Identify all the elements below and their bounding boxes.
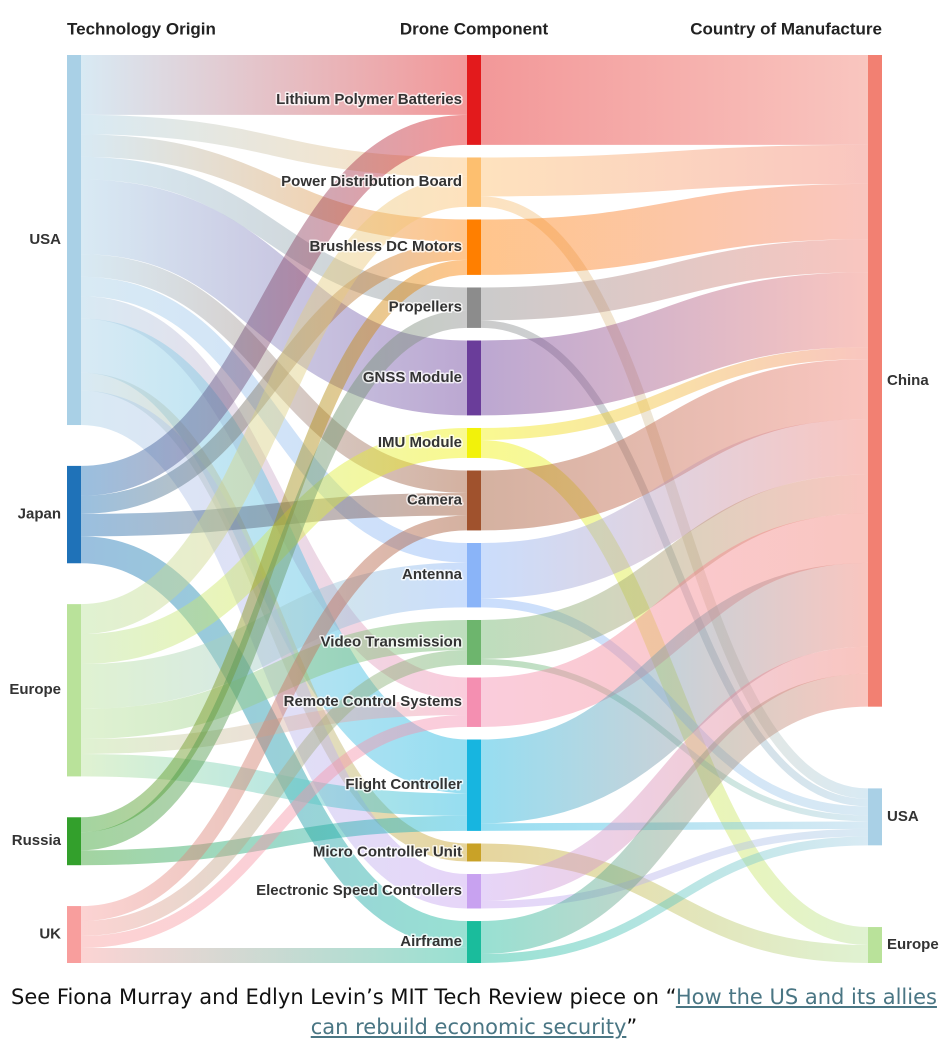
link-electronic-speed-controllers-to-usa <box>480 828 869 909</box>
component-node-imu-module <box>467 427 481 458</box>
link-uk-to-camera <box>80 515 468 922</box>
link-japan-to-camera <box>80 492 468 537</box>
link-power-distribution-board-to-china <box>480 144 869 197</box>
link-brushless-dc-motors-to-china <box>480 183 869 275</box>
link-electronic-speed-controllers-to-china <box>480 646 869 901</box>
link-europe-to-antenna <box>80 562 468 709</box>
component-label-micro-controller-unit: Micro Controller Unit <box>313 843 462 860</box>
link-russia-to-propellers <box>80 309 468 851</box>
origin-node-usa <box>67 55 81 426</box>
link-uk-to-video-transmission <box>80 649 468 937</box>
link-japan-to-lithium-polymer-batteries <box>80 114 468 496</box>
link-imu-module-to-china <box>480 347 869 440</box>
origin-label-uk: UK <box>39 926 61 943</box>
origin-component-links <box>79 55 469 963</box>
sankey-diagram: USA Japan Europe Russia UK Lithium Polymer Ba… <box>9 19 939 964</box>
component-node-power-distribution-board <box>467 157 481 207</box>
component-node-airframe <box>467 921 481 963</box>
component-node-micro-controller-unit <box>467 843 481 862</box>
origin-label-russia: Russia <box>12 832 62 849</box>
link-airframe-to-china <box>480 673 869 955</box>
component-destination-links <box>479 55 870 964</box>
component-label-camera: Camera <box>407 491 463 508</box>
component-label-power-distribution-board: Power Distribution Board <box>281 173 462 190</box>
destination-node-china <box>868 55 882 707</box>
column-title-technology-origin: Technology Origin <box>67 19 216 38</box>
sankey-svg: USA Japan Europe Russia UK Lithium Polymer Ba… <box>9 19 939 964</box>
destination-label-europe: Europe <box>887 936 939 953</box>
component-node-remote-control-systems <box>467 677 481 727</box>
component-label-electronic-speed-controllers: Electronic Speed Controllers <box>256 882 462 899</box>
nodes <box>67 55 882 963</box>
article-link[interactable]: How the US and its allies can rebuild ec… <box>310 985 937 1039</box>
column-title-drone-component: Drone Component <box>400 19 549 38</box>
component-label-remote-control-systems: Remote Control Systems <box>284 693 462 710</box>
link-antenna-to-china <box>480 419 869 599</box>
component-node-flight-controller <box>467 739 481 831</box>
labels: USA Japan Europe Russia UK Lithium Polymer Ba… <box>9 19 938 953</box>
link-uk-to-remote-control-systems <box>80 714 468 949</box>
component-node-camera <box>467 470 481 531</box>
link-propellers-to-china <box>480 239 869 321</box>
component-node-gnss-module <box>467 340 481 416</box>
link-camera-to-china <box>480 359 869 531</box>
component-node-electronic-speed-controllers <box>467 874 481 909</box>
component-node-lithium-polymer-batteries <box>467 55 481 145</box>
component-label-antenna: Antenna <box>402 566 463 583</box>
component-label-imu-module: IMU Module <box>378 434 462 451</box>
component-node-video-transmission <box>467 619 481 665</box>
origin-label-europe: Europe <box>9 681 61 698</box>
link-remote-control-systems-to-china <box>480 513 869 727</box>
origin-node-uk <box>67 906 81 963</box>
column-title-country-of-manufacture: Country of Manufacture <box>690 19 882 38</box>
component-label-video-transmission: Video Transmission <box>321 633 462 650</box>
component-node-brushless-dc-motors <box>467 219 481 275</box>
caption-prefix: See Fiona Murray and Edlyn Levin’s MIT T… <box>11 985 676 1009</box>
component-label-gnss-module: GNSS Module <box>363 369 462 386</box>
link-flight-controller-to-china <box>479 562 870 824</box>
link-gnss-module-to-china <box>480 272 869 416</box>
component-label-propellers: Propellers <box>389 299 462 316</box>
caption-suffix: ” <box>626 1015 638 1039</box>
link-japan-to-airframe <box>80 536 468 949</box>
origin-label-japan: Japan <box>18 506 61 523</box>
destination-node-usa <box>868 788 882 846</box>
link-airframe-to-usa <box>480 836 869 964</box>
link-europe-to-video-transmission <box>80 619 468 739</box>
component-label-flight-controller: Flight Controller <box>345 776 462 793</box>
link-usa-to-power-distribution-board <box>80 114 468 177</box>
origin-node-russia <box>67 817 81 866</box>
component-label-brushless-dc-motors: Brushless DC Motors <box>309 238 462 255</box>
origin-node-europe <box>67 604 81 777</box>
link-russia-to-brushless-dc-motors <box>80 259 468 833</box>
destination-label-usa: USA <box>887 808 919 825</box>
component-node-antenna <box>467 543 481 608</box>
link-video-transmission-to-china <box>480 474 869 659</box>
component-label-airframe: Airframe <box>400 933 462 950</box>
origin-node-japan <box>67 465 81 564</box>
component-label-lithium-polymer-batteries: Lithium Polymer Batteries <box>276 91 462 108</box>
destination-node-europe <box>868 927 882 963</box>
component-node-propellers <box>467 287 481 328</box>
caption: See Fiona Murray and Edlyn Levin’s MIT T… <box>0 982 948 1042</box>
origin-label-usa: USA <box>29 231 61 248</box>
link-europe-to-power-distribution-board <box>80 176 468 635</box>
destination-label-china: China <box>887 372 929 389</box>
